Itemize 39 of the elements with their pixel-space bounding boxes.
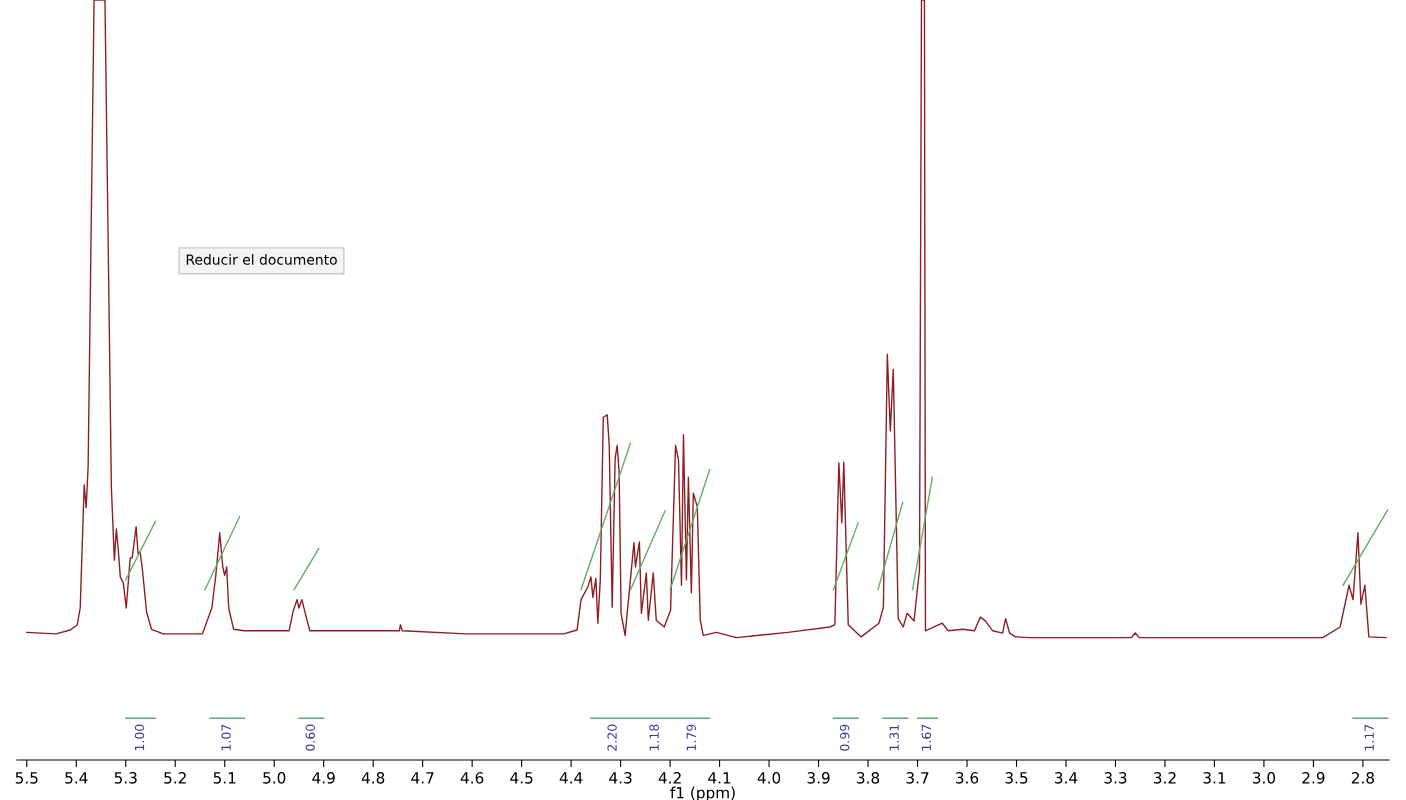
x-tick-label: 3.2 [1153, 772, 1176, 784]
x-tick-label: 4.5 [510, 772, 533, 784]
annotation: 1.17 [1364, 724, 1374, 751]
x-tick-label: 3.1 [1203, 772, 1226, 784]
annotation: 1.67 [921, 724, 932, 751]
annotation: 1.79 [686, 724, 696, 751]
x-tick-label: 4.0 [757, 772, 781, 784]
x-tick-label: 3.5 [1005, 772, 1028, 784]
x-tick-label: 5.2 [164, 772, 186, 784]
x-tick-label: 5.0 [263, 772, 286, 784]
annotation: 1.00 [134, 724, 145, 751]
annotation: 1.31 [889, 724, 899, 751]
x-tick-label: 3.3 [1104, 772, 1127, 784]
x-tick-label: 4.4 [559, 772, 583, 784]
annotation: 1.07 [221, 724, 231, 751]
x-tick-label: 4.2 [658, 772, 681, 784]
x-tick-label: 3.0 [1252, 772, 1276, 784]
x-tick-label: 4.6 [460, 772, 484, 784]
x-tick-label: 3.9 [807, 772, 830, 784]
x-tick-label: 4.8 [361, 772, 385, 784]
x-tick-label: 5.3 [114, 772, 137, 784]
x-tick-label: 3.6 [956, 772, 979, 784]
x-tick-label: 5.4 [65, 772, 88, 784]
x-tick-label: 4.7 [411, 772, 434, 784]
x-tick-label: 3.8 [857, 772, 880, 784]
x-tick-label: 4.3 [609, 772, 632, 784]
x-tick-label: 4.1 [708, 772, 731, 784]
annotation: 1.18 [649, 724, 659, 751]
annotation: Reducir el documento [186, 254, 337, 265]
annotation: 0.60 [305, 724, 315, 751]
x-tick-label: 2.8 [1351, 772, 1374, 784]
x-tick-label: 3.7 [906, 772, 929, 784]
x-tick-label: 4.9 [312, 772, 335, 784]
annotation: 2.20 [607, 724, 617, 751]
x-tick-label: 5.5 [15, 772, 38, 784]
x-tick-label: 3.4 [1055, 772, 1078, 784]
x-tick-label: 2.9 [1302, 772, 1325, 784]
annotation: 0.99 [839, 724, 850, 751]
x-tick-label: 5.1 [213, 772, 236, 784]
